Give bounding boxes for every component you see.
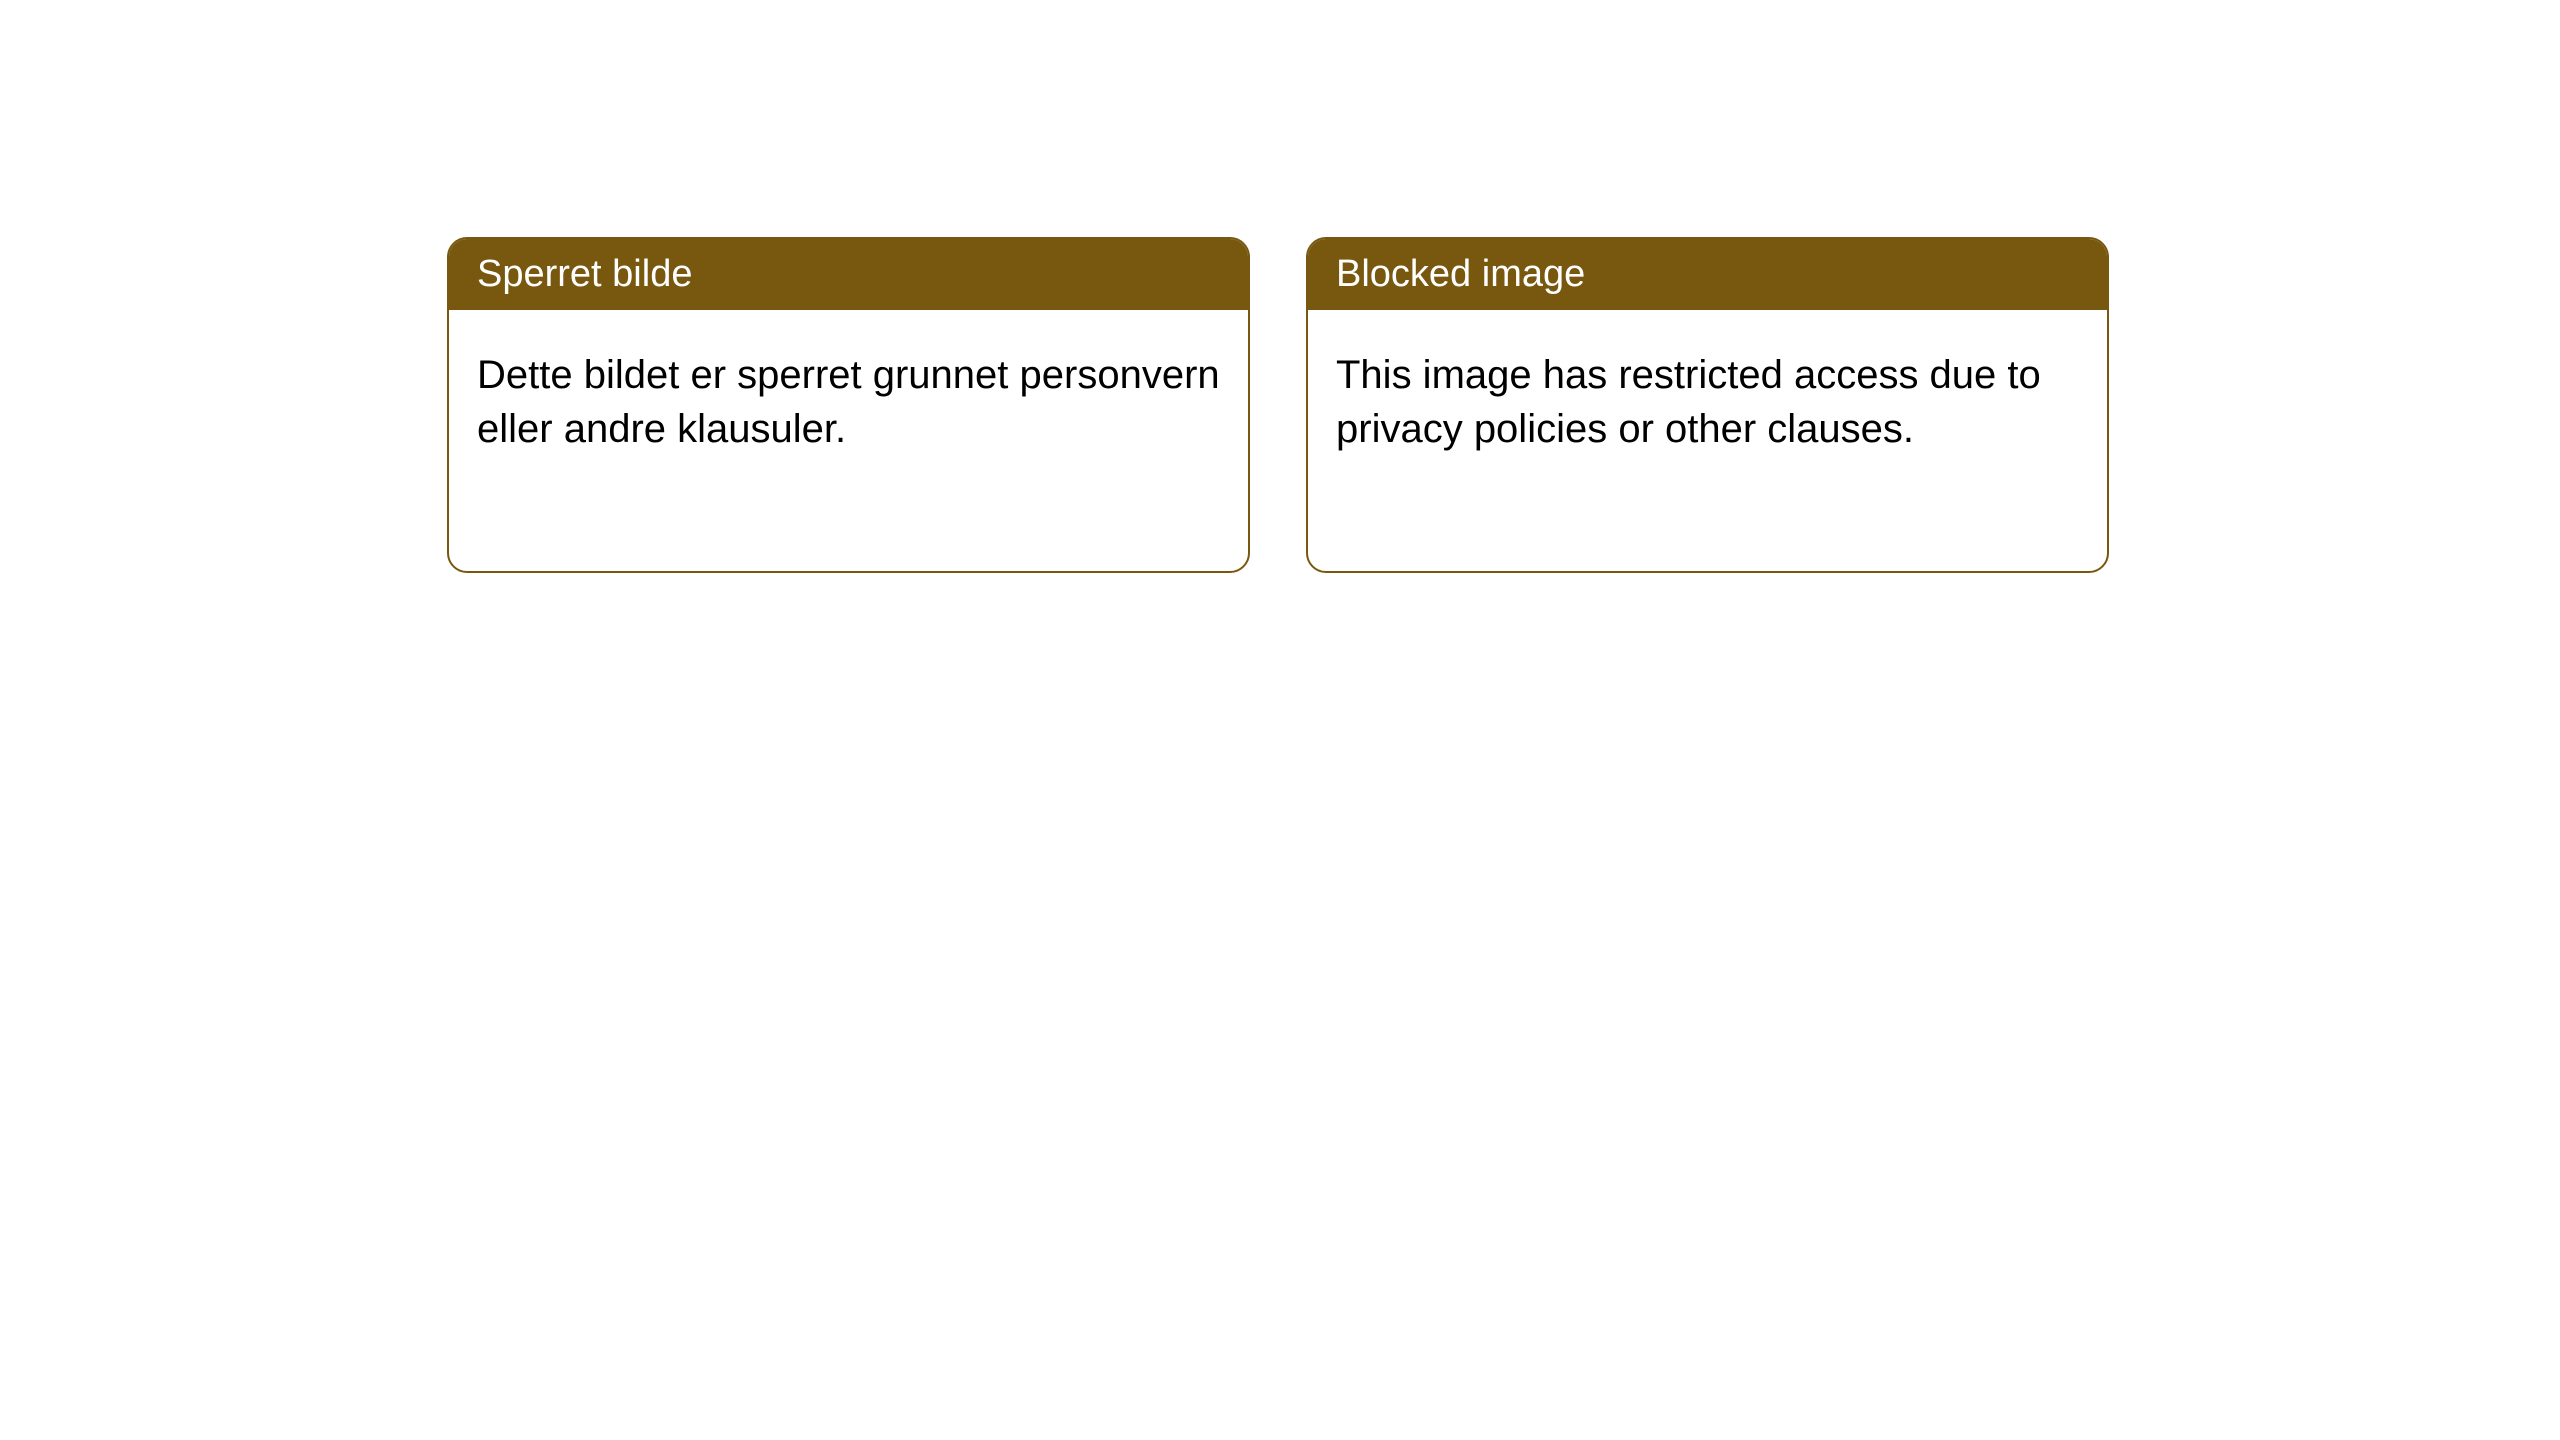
card-body: This image has restricted access due to … xyxy=(1308,310,2107,494)
card-body: Dette bildet er sperret grunnet personve… xyxy=(449,310,1248,494)
notice-container: Sperret bilde Dette bildet er sperret gr… xyxy=(447,237,2109,573)
card-message: This image has restricted access due to … xyxy=(1336,353,2041,451)
card-title: Sperret bilde xyxy=(477,253,692,295)
notice-card-english: Blocked image This image has restricted … xyxy=(1306,237,2109,573)
card-message: Dette bildet er sperret grunnet personve… xyxy=(477,353,1220,451)
notice-card-norwegian: Sperret bilde Dette bildet er sperret gr… xyxy=(447,237,1250,573)
card-header: Blocked image xyxy=(1308,239,2107,310)
card-header: Sperret bilde xyxy=(449,239,1248,310)
card-title: Blocked image xyxy=(1336,253,1585,295)
